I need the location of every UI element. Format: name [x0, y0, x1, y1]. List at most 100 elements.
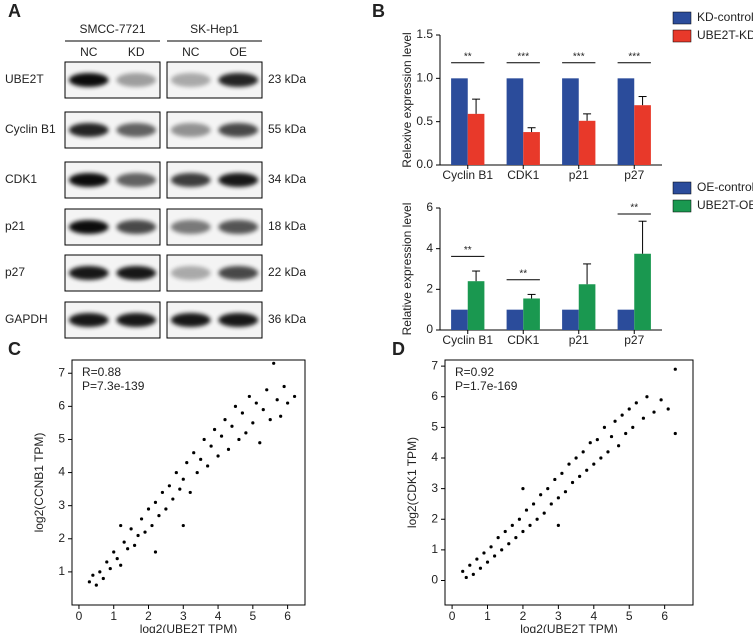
y-tick-label: 0	[431, 573, 438, 587]
legend-label: OE-control	[697, 180, 753, 194]
point	[112, 550, 116, 554]
point	[157, 514, 161, 518]
point	[98, 570, 102, 574]
point	[105, 560, 109, 564]
y-tick-label: 5	[431, 420, 438, 434]
x-tick-label: 0	[449, 609, 456, 623]
size-label: 18 kDa	[268, 219, 306, 233]
bar	[451, 309, 468, 330]
error-bar	[527, 293, 536, 299]
point	[556, 496, 560, 500]
point	[471, 572, 475, 576]
point	[275, 398, 279, 402]
x-tick-label: Cyclin B1	[442, 333, 493, 347]
point	[531, 502, 536, 506]
band	[116, 173, 157, 187]
point	[139, 517, 144, 521]
stat-label: P=7.3e-139	[82, 379, 145, 393]
bar	[451, 78, 468, 165]
bar	[578, 120, 596, 165]
error-bar	[527, 127, 536, 133]
point	[153, 500, 158, 504]
error-bar	[638, 96, 647, 106]
bar	[467, 113, 485, 165]
point	[549, 502, 553, 506]
point	[521, 529, 525, 534]
point	[233, 404, 238, 408]
point	[570, 480, 575, 485]
point	[624, 431, 628, 436]
y-tick-label: 4	[58, 465, 65, 479]
stat-label: R=0.88	[82, 365, 121, 379]
y-tick-label: 0.5	[416, 114, 433, 128]
y-tick-label: 1.5	[416, 27, 433, 41]
point	[226, 447, 231, 451]
point	[192, 451, 196, 455]
point	[279, 414, 283, 418]
band	[68, 313, 109, 327]
point	[652, 410, 656, 414]
point	[272, 361, 276, 365]
band	[170, 220, 211, 234]
point	[146, 507, 151, 511]
point	[254, 401, 258, 405]
point	[153, 550, 158, 554]
row-label: UBE2T	[5, 72, 44, 86]
point	[588, 441, 592, 445]
x-tick-label: 3	[180, 609, 187, 623]
point	[517, 517, 522, 521]
point	[244, 431, 248, 435]
bar	[523, 132, 540, 165]
x-tick-label: 1	[110, 609, 117, 623]
point	[645, 395, 649, 399]
panel-label: D	[392, 339, 405, 359]
point	[119, 523, 123, 528]
point	[268, 417, 272, 422]
point	[129, 527, 133, 531]
point	[132, 543, 137, 548]
sig-label: **	[630, 203, 638, 214]
point	[181, 523, 185, 528]
band	[68, 123, 109, 137]
point	[251, 421, 255, 425]
point	[546, 487, 550, 491]
sig-label: **	[519, 268, 527, 279]
bar	[578, 284, 596, 330]
point	[595, 438, 599, 442]
point	[567, 462, 571, 466]
band	[218, 313, 259, 327]
group-label: SMCC-7721	[79, 22, 145, 36]
error-bar	[472, 270, 481, 282]
point	[143, 530, 147, 534]
error-bar	[583, 263, 592, 285]
y-tick-label: 0.0	[416, 157, 433, 171]
point	[673, 431, 677, 436]
point	[535, 517, 539, 521]
point	[634, 401, 638, 405]
point	[464, 575, 468, 580]
point	[493, 554, 497, 558]
x-tick-label: 5	[249, 609, 256, 623]
point	[478, 566, 483, 570]
point	[265, 388, 269, 392]
bar	[634, 105, 651, 165]
point	[500, 548, 504, 552]
point	[94, 583, 98, 587]
band	[218, 123, 259, 137]
x-tick-label: 6	[661, 609, 668, 623]
x-axis-label: log2(UBE2T TPM)	[140, 622, 238, 633]
point	[485, 560, 490, 564]
point	[489, 545, 493, 549]
x-tick-label: 1	[484, 609, 491, 623]
point	[87, 580, 91, 584]
band	[170, 313, 211, 327]
point	[496, 536, 500, 540]
point	[115, 557, 119, 561]
point	[613, 419, 617, 423]
size-label: 55 kDa	[268, 122, 306, 136]
x-tick-label: 0	[76, 609, 83, 623]
bar	[506, 309, 524, 330]
y-tick-label: 2	[58, 531, 65, 545]
panel-label: C	[8, 339, 21, 359]
band	[218, 220, 259, 234]
